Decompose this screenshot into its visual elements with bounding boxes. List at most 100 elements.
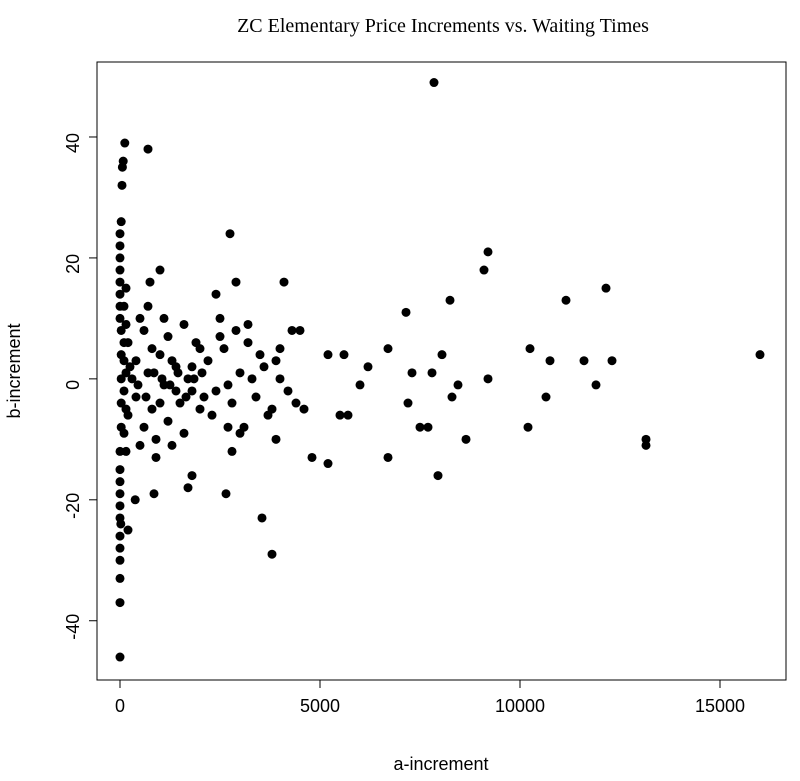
point xyxy=(363,362,373,372)
point xyxy=(483,247,493,257)
point xyxy=(127,374,137,384)
point xyxy=(167,440,177,450)
point xyxy=(355,380,365,390)
point xyxy=(437,350,447,360)
point xyxy=(211,289,221,299)
y-tick-label: 40 xyxy=(63,133,83,153)
point xyxy=(191,338,201,348)
point xyxy=(115,465,125,475)
y-tick-label: -40 xyxy=(63,614,83,640)
point xyxy=(403,398,413,408)
point xyxy=(143,144,153,154)
point xyxy=(115,531,125,541)
point xyxy=(119,428,129,438)
point xyxy=(116,374,126,384)
point xyxy=(275,344,285,354)
point xyxy=(157,374,167,384)
point xyxy=(115,598,125,608)
point xyxy=(299,404,309,414)
point xyxy=(121,446,131,456)
point xyxy=(215,332,225,342)
point xyxy=(255,350,265,360)
point xyxy=(579,356,589,366)
point xyxy=(115,489,125,499)
point xyxy=(125,362,135,372)
point xyxy=(149,489,159,499)
point xyxy=(139,325,149,335)
chart-title: ZC Elementary Price Increments vs. Waiti… xyxy=(237,15,649,37)
point xyxy=(155,265,165,275)
point xyxy=(223,380,233,390)
point xyxy=(141,392,151,402)
point xyxy=(179,428,189,438)
point xyxy=(591,380,601,390)
y-tick-label: 20 xyxy=(63,254,83,274)
point xyxy=(223,422,233,432)
point xyxy=(135,440,145,450)
point xyxy=(115,543,125,553)
point xyxy=(195,404,205,414)
point xyxy=(207,410,217,420)
point xyxy=(115,253,125,263)
point xyxy=(447,392,457,402)
point xyxy=(115,555,125,565)
point xyxy=(131,392,141,402)
x-tick-label: 0 xyxy=(115,696,125,716)
point xyxy=(641,440,651,450)
point xyxy=(139,422,149,432)
point xyxy=(167,356,177,366)
point xyxy=(115,241,125,251)
point xyxy=(183,483,193,493)
point xyxy=(179,319,189,329)
point xyxy=(263,410,273,420)
point xyxy=(116,325,126,335)
point xyxy=(429,78,439,88)
point xyxy=(115,652,125,662)
point xyxy=(117,180,127,190)
point xyxy=(243,338,253,348)
point xyxy=(116,217,126,227)
point xyxy=(131,356,141,366)
point xyxy=(401,307,411,317)
point xyxy=(115,513,125,523)
point xyxy=(267,549,277,559)
point xyxy=(407,368,417,378)
point xyxy=(115,573,125,583)
point xyxy=(151,434,161,444)
point xyxy=(173,368,183,378)
point xyxy=(211,386,221,396)
point xyxy=(415,422,425,432)
point xyxy=(259,362,269,372)
point xyxy=(235,368,245,378)
point xyxy=(145,277,155,287)
point xyxy=(483,374,493,384)
point xyxy=(155,398,165,408)
point xyxy=(175,398,185,408)
point xyxy=(199,392,209,402)
point xyxy=(445,295,455,305)
point xyxy=(155,350,165,360)
point xyxy=(147,404,157,414)
point xyxy=(561,295,571,305)
point xyxy=(115,501,125,511)
point xyxy=(271,356,281,366)
point xyxy=(545,356,555,366)
point xyxy=(383,344,393,354)
point xyxy=(479,265,489,275)
point xyxy=(163,416,173,426)
point xyxy=(383,452,393,462)
point xyxy=(607,356,617,366)
point xyxy=(119,356,129,366)
point xyxy=(231,277,241,287)
point xyxy=(323,459,333,469)
point xyxy=(283,386,293,396)
y-tick-label: 0 xyxy=(63,380,83,390)
point xyxy=(423,422,433,432)
point xyxy=(279,277,289,287)
point xyxy=(119,386,129,396)
point xyxy=(307,452,317,462)
point xyxy=(163,332,173,342)
point xyxy=(135,313,145,323)
point xyxy=(227,446,237,456)
point xyxy=(247,374,257,384)
